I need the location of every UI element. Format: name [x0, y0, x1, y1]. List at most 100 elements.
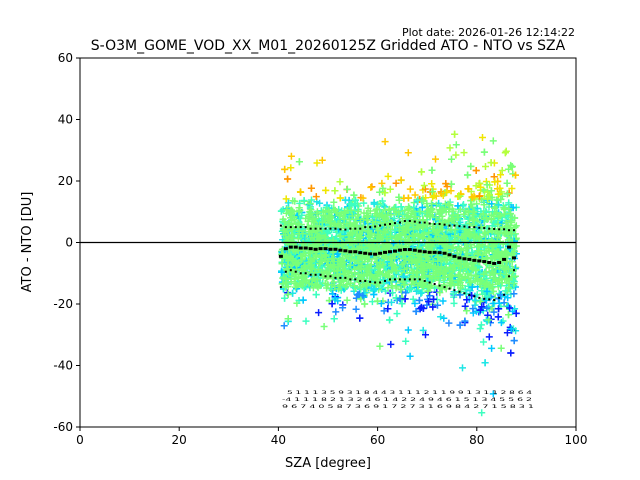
scatter-point	[376, 210, 384, 218]
upper-band-marker	[438, 223, 441, 226]
scatter-point	[412, 307, 420, 315]
scatter-point	[494, 313, 502, 321]
scatter-point	[375, 268, 382, 276]
scatter-point	[330, 198, 338, 206]
scatter-point	[328, 300, 336, 308]
upper-band-marker	[418, 221, 421, 224]
scatter-point	[479, 134, 486, 141]
scatter-point	[490, 213, 498, 220]
scatter-point	[323, 216, 331, 224]
scatter-point	[509, 204, 517, 212]
upper-band-marker	[334, 227, 337, 230]
scatter-point	[429, 257, 437, 265]
scatter-point	[370, 200, 378, 208]
upper-band-marker	[309, 227, 312, 230]
scatter-point	[340, 208, 348, 216]
scatter-point	[503, 190, 511, 198]
scatter-point	[346, 200, 354, 208]
lower-band-marker	[393, 278, 396, 281]
scatter-point	[486, 283, 493, 291]
scatter-point	[388, 267, 396, 274]
scatter-point	[384, 172, 392, 180]
scatter-point	[462, 207, 470, 215]
scatter-point	[336, 262, 344, 270]
scatter-point	[366, 207, 374, 215]
scatter-point	[341, 230, 349, 238]
scatter-point	[487, 159, 495, 167]
scatter-point	[501, 266, 509, 274]
scatter-point	[404, 149, 412, 157]
median-marker	[507, 245, 512, 249]
scatter-point	[381, 272, 389, 280]
scatter-point	[374, 297, 381, 305]
lower-band-marker	[438, 284, 441, 287]
scatter-point	[476, 325, 484, 333]
scatter-point	[479, 210, 487, 218]
scatter-point	[430, 192, 438, 200]
scatter-point	[343, 296, 351, 304]
upper-band-marker	[299, 226, 302, 229]
median-marker	[283, 247, 288, 251]
scatter-point	[425, 272, 433, 280]
scatter-point	[395, 224, 403, 232]
scatter-point	[305, 279, 313, 287]
scatter-point	[496, 263, 503, 270]
scatter-point	[419, 281, 426, 289]
scatter-point	[505, 205, 513, 213]
y-axis: -60 -40 -20 0 20 40 60	[53, 51, 80, 434]
scatter-point	[387, 232, 394, 240]
scatter-point	[497, 171, 504, 179]
scatter-point	[435, 210, 443, 218]
scatter-point	[467, 271, 475, 279]
scatter-point	[401, 295, 409, 303]
scatter-point	[376, 245, 384, 253]
scatter-point	[404, 326, 412, 334]
scatter-point	[375, 262, 383, 270]
scatter-point	[492, 265, 500, 273]
scatter-point	[310, 275, 318, 282]
scatter-point	[446, 271, 454, 279]
scatter-point	[284, 290, 292, 298]
scatter-point	[508, 185, 516, 192]
scatter-point	[313, 210, 321, 218]
scatter-point	[309, 242, 317, 250]
lower-band-marker	[349, 278, 352, 281]
scatter-point	[505, 311, 512, 319]
scatter-point	[314, 266, 322, 274]
scatter-point	[506, 304, 514, 312]
scatter-point	[428, 166, 436, 174]
scatter-point	[502, 147, 510, 155]
x-tick-label: 60	[370, 433, 385, 447]
scatter-point	[477, 183, 485, 191]
upper-band-marker	[493, 227, 496, 230]
scatter-point	[347, 255, 354, 263]
scatter-point	[395, 193, 403, 201]
scatter-point	[491, 204, 499, 212]
scatter-point	[460, 201, 467, 208]
lower-band-marker	[279, 286, 282, 289]
scatter-point	[417, 289, 425, 297]
scatter-point	[288, 231, 296, 239]
scatter-point	[426, 213, 434, 221]
scatter-point	[454, 202, 462, 210]
scatter-point	[378, 197, 386, 205]
median-marker	[303, 246, 308, 250]
scatter-point	[359, 292, 367, 300]
scatter-point	[345, 273, 353, 281]
scatter-point	[415, 296, 423, 304]
scatter-point	[380, 307, 388, 315]
lower-band-marker	[498, 296, 501, 299]
scatter-point	[429, 303, 437, 311]
upper-band-marker	[349, 227, 352, 230]
scatter-point	[338, 224, 346, 232]
scatter-point	[495, 299, 503, 307]
scatter-point	[483, 304, 491, 312]
scatter-point	[380, 201, 388, 209]
scatter-point	[476, 179, 484, 187]
scatter-point	[287, 152, 295, 160]
scatter-point	[446, 263, 454, 271]
scatter-point	[392, 209, 400, 216]
scatter-point	[395, 275, 403, 283]
scatter-point	[462, 232, 470, 240]
upper-band-marker	[413, 220, 416, 223]
